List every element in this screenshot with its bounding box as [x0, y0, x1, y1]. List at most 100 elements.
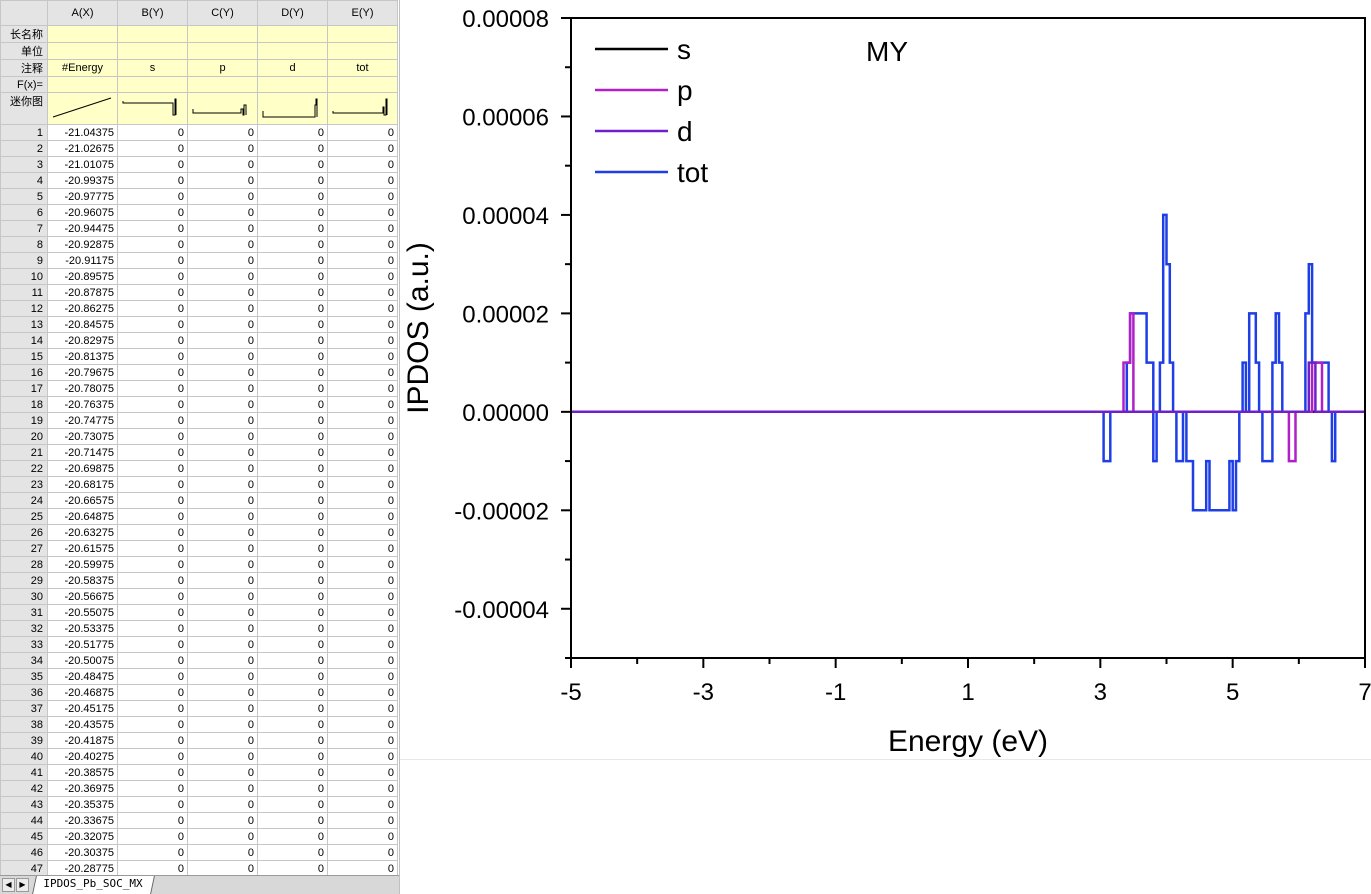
cell-c[interactable]: 0 [187, 124, 258, 141]
cell-b[interactable]: 0 [117, 556, 188, 573]
cell-b[interactable]: 0 [117, 428, 188, 445]
cell-b[interactable]: 0 [117, 828, 188, 845]
cell-d[interactable]: 0 [257, 620, 328, 637]
row-number[interactable]: 25 [0, 508, 48, 525]
cell-c[interactable]: 0 [187, 732, 258, 749]
cell-d[interactable]: 0 [257, 652, 328, 669]
cell-a[interactable]: -20.32075 [47, 828, 118, 845]
cell-c[interactable]: 0 [187, 684, 258, 701]
cell-a[interactable]: -20.61575 [47, 540, 118, 557]
row-number[interactable]: 46 [0, 844, 48, 861]
cell-b[interactable]: 0 [117, 172, 188, 189]
row-number[interactable]: 18 [0, 396, 48, 413]
row-number[interactable]: 17 [0, 380, 48, 397]
cell-e[interactable]: 0 [327, 620, 398, 637]
cell-c[interactable]: 0 [187, 380, 258, 397]
cell-d[interactable]: 0 [257, 508, 328, 525]
sparkline-b[interactable] [117, 92, 188, 125]
row-number[interactable]: 44 [0, 812, 48, 829]
cell-b[interactable]: 0 [117, 444, 188, 461]
cell-c[interactable]: 0 [187, 172, 258, 189]
cell-d[interactable]: 0 [257, 236, 328, 253]
cell-e[interactable]: 0 [327, 668, 398, 685]
cell-e[interactable]: 0 [327, 188, 398, 205]
cell-e[interactable]: 0 [327, 780, 398, 797]
row-number[interactable]: 6 [0, 204, 48, 221]
cell-e[interactable]: 0 [327, 604, 398, 621]
cell-b[interactable]: 0 [117, 364, 188, 381]
cell-b[interactable]: 0 [117, 604, 188, 621]
row-number[interactable]: 40 [0, 748, 48, 765]
cell-d[interactable]: 0 [257, 332, 328, 349]
cell-d[interactable]: 0 [257, 796, 328, 813]
cell-d[interactable]: 0 [257, 380, 328, 397]
cell-e[interactable]: 0 [327, 588, 398, 605]
meta-cell[interactable] [327, 25, 398, 43]
row-number[interactable]: 37 [0, 700, 48, 717]
series-line-p[interactable] [571, 312, 1365, 463]
cell-b[interactable]: 0 [117, 284, 188, 301]
cell-a[interactable]: -20.53375 [47, 620, 118, 637]
cell-e[interactable]: 0 [327, 796, 398, 813]
cell-a[interactable]: -20.28775 [47, 860, 118, 877]
cell-c[interactable]: 0 [187, 204, 258, 221]
cell-a[interactable]: -20.99375 [47, 172, 118, 189]
row-number[interactable]: 43 [0, 796, 48, 813]
sparkline-d[interactable] [257, 92, 328, 125]
cell-e[interactable]: 0 [327, 524, 398, 541]
row-label-sparklines[interactable]: 迷你图 [0, 92, 48, 125]
cell-b[interactable]: 0 [117, 460, 188, 477]
cell-c[interactable]: 0 [187, 636, 258, 653]
cell-d[interactable]: 0 [257, 668, 328, 685]
row-number[interactable]: 31 [0, 604, 48, 621]
cell-a[interactable]: -20.71475 [47, 444, 118, 461]
cell-a[interactable]: -20.89575 [47, 268, 118, 285]
cell-c[interactable]: 0 [187, 252, 258, 269]
cell-e[interactable]: 0 [327, 844, 398, 861]
cell-c[interactable]: 0 [187, 188, 258, 205]
row-number[interactable]: 7 [0, 220, 48, 237]
row-number[interactable]: 33 [0, 636, 48, 653]
cell-c[interactable]: 0 [187, 668, 258, 685]
cell-a[interactable]: -20.38575 [47, 764, 118, 781]
row-number[interactable]: 19 [0, 412, 48, 429]
cell-b[interactable]: 0 [117, 540, 188, 557]
row-number[interactable]: 38 [0, 716, 48, 733]
row-number[interactable]: 15 [0, 348, 48, 365]
cell-b[interactable]: 0 [117, 300, 188, 317]
cell-e[interactable]: 0 [327, 396, 398, 413]
meta-cell[interactable] [117, 42, 188, 60]
meta-cell[interactable] [187, 42, 258, 60]
row-number[interactable]: 5 [0, 188, 48, 205]
cell-a[interactable]: -21.01075 [47, 156, 118, 173]
cell-e[interactable]: 0 [327, 492, 398, 509]
cell-b[interactable]: 0 [117, 652, 188, 669]
cell-b[interactable]: 0 [117, 140, 188, 157]
cell-a[interactable]: -20.84575 [47, 316, 118, 333]
row-number[interactable]: 2 [0, 140, 48, 157]
meta-cell[interactable] [327, 76, 398, 93]
cell-a[interactable]: -20.96075 [47, 204, 118, 221]
cell-c[interactable]: 0 [187, 844, 258, 861]
cell-a[interactable]: -20.51775 [47, 636, 118, 653]
cell-d[interactable]: 0 [257, 604, 328, 621]
row-number[interactable]: 21 [0, 444, 48, 461]
cell-a[interactable]: -20.50075 [47, 652, 118, 669]
cell-d[interactable]: 0 [257, 316, 328, 333]
cell-b[interactable]: 0 [117, 668, 188, 685]
cell-a[interactable]: -20.58375 [47, 572, 118, 589]
meta-cell[interactable]: d [257, 59, 328, 77]
cell-a[interactable]: -20.97775 [47, 188, 118, 205]
cell-a[interactable]: -20.40275 [47, 748, 118, 765]
cell-a[interactable]: -20.46875 [47, 684, 118, 701]
cell-b[interactable]: 0 [117, 572, 188, 589]
cell-b[interactable]: 0 [117, 588, 188, 605]
cell-e[interactable]: 0 [327, 556, 398, 573]
cell-e[interactable]: 0 [327, 412, 398, 429]
meta-cell[interactable] [327, 42, 398, 60]
cell-d[interactable]: 0 [257, 764, 328, 781]
cell-b[interactable]: 0 [117, 716, 188, 733]
row-number[interactable]: 41 [0, 764, 48, 781]
meta-cell[interactable]: s [117, 59, 188, 77]
cell-a[interactable]: -20.56675 [47, 588, 118, 605]
